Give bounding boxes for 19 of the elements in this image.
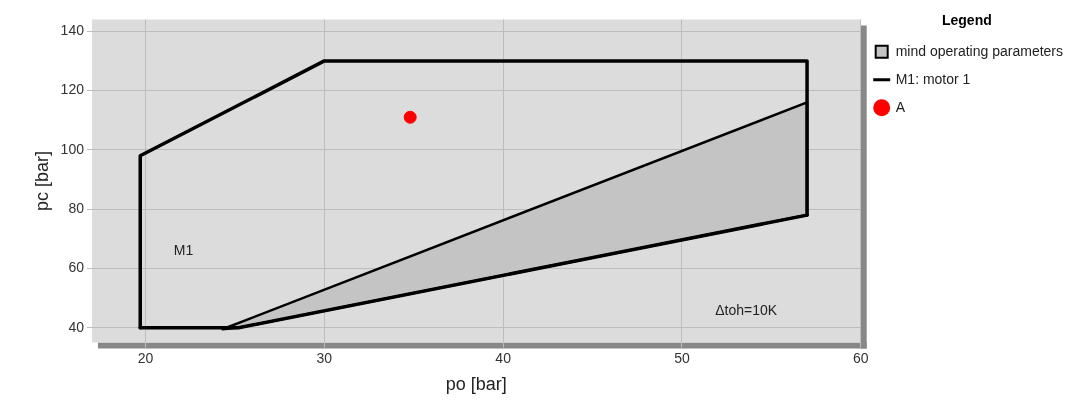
annotation: M1	[173, 241, 194, 258]
x-tick-label: 60	[852, 349, 869, 366]
y-tick-label: 80	[68, 200, 85, 217]
legend-label: A	[895, 98, 906, 115]
legend-title: Legend	[941, 11, 992, 28]
annotation: Δtoh=10K	[715, 301, 778, 318]
y-axis-title: pc [bar]	[31, 150, 52, 212]
y-tick-label: 60	[68, 259, 85, 276]
x-tick-label: 20	[137, 349, 154, 366]
x-tick-label: 40	[495, 349, 512, 366]
x-tick-label: 50	[674, 349, 690, 366]
legend-label: M1: motor 1	[895, 70, 971, 87]
y-tick-label: 120	[60, 81, 85, 98]
x-tick-label: 30	[316, 349, 333, 366]
y-tick-label: 40	[68, 318, 85, 335]
x-axis-title: po [bar]	[445, 374, 507, 395]
y-tick-label: 140	[60, 22, 85, 39]
legend-label: mind operating parameters	[895, 42, 1063, 59]
y-tick-label: 100	[60, 140, 85, 157]
